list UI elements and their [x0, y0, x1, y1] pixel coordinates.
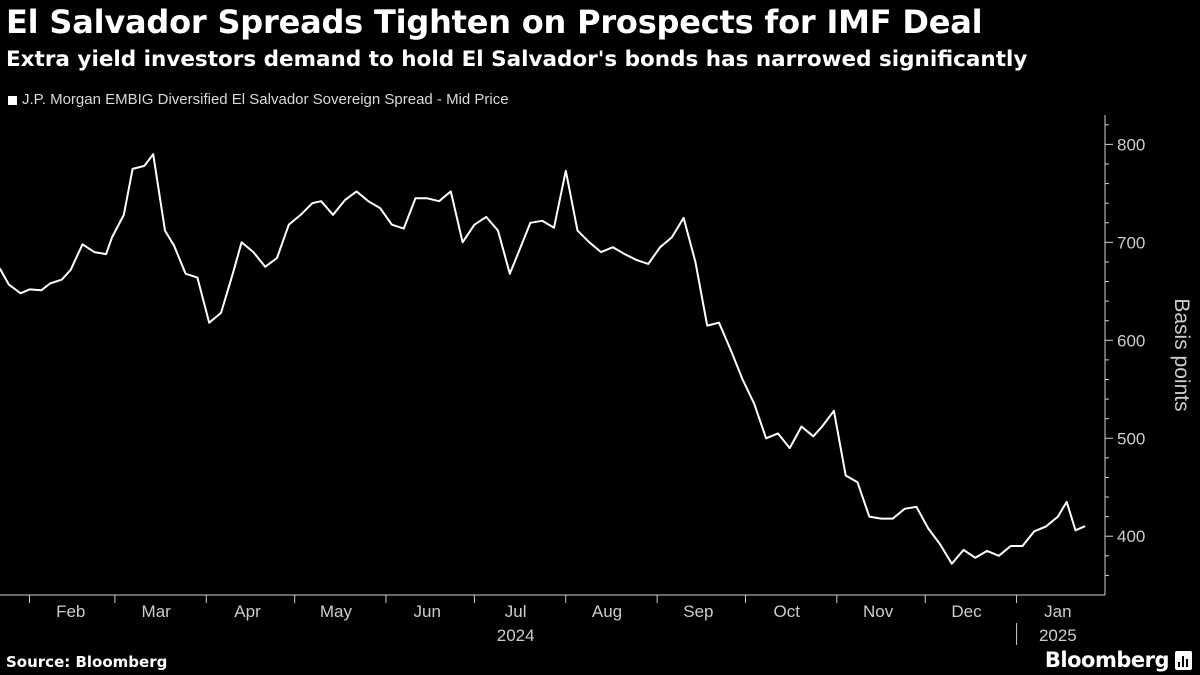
x-tick-label: Jan — [1044, 602, 1071, 621]
series-layer — [0, 153, 1086, 565]
legend-swatch — [8, 95, 17, 105]
y-tick-label: 400 — [1117, 527, 1145, 546]
x-axis: Feb Mar Apr May Jun Jul Aug Sep Oct Nov Dec Jan 2024… — [0, 594, 1105, 645]
x-tick-label: Apr — [234, 602, 261, 621]
brand: Bloomberg — [1045, 646, 1192, 674]
x-year-label: 2024 — [497, 626, 535, 645]
x-tick-label: Sep — [683, 602, 713, 621]
bloomberg-chart-icon — [1175, 650, 1192, 670]
x-tick-label: Aug — [592, 602, 622, 621]
x-year-label: 2025 — [1039, 626, 1077, 645]
source-note: Source: Bloomberg — [6, 653, 168, 671]
y-tick-label: 600 — [1117, 331, 1145, 350]
y-tick-label: 700 — [1117, 233, 1145, 252]
x-tick-label: Nov — [863, 602, 894, 621]
x-tick-label: Feb — [56, 602, 85, 621]
chart-subtitle: Extra yield investors demand to hold El … — [6, 47, 1028, 72]
x-tick-label: Oct — [774, 602, 801, 621]
legend-label: J.P. Morgan EMBIG Diversified El Salvado… — [22, 91, 509, 108]
y-tick-label: 500 — [1117, 429, 1145, 448]
x-tick-label: Mar — [142, 602, 172, 621]
y-axis: 400 500 600 700 800 — [1104, 115, 1145, 595]
x-tick-label: Jul — [505, 602, 527, 621]
legend: J.P. Morgan EMBIG Diversified El Salvado… — [8, 90, 509, 110]
x-tick-label: May — [320, 602, 353, 621]
brand-name: Bloomberg — [1044, 648, 1170, 672]
chart-title: El Salvador Spreads Tighten on Prospects… — [6, 3, 983, 41]
x-tick-label: Jun — [414, 602, 441, 621]
y-tick-label: 800 — [1117, 135, 1145, 154]
y-axis-title: Basis points — [1170, 298, 1193, 411]
x-tick-label: Dec — [951, 602, 982, 621]
series-line-0 — [0, 153, 1086, 565]
